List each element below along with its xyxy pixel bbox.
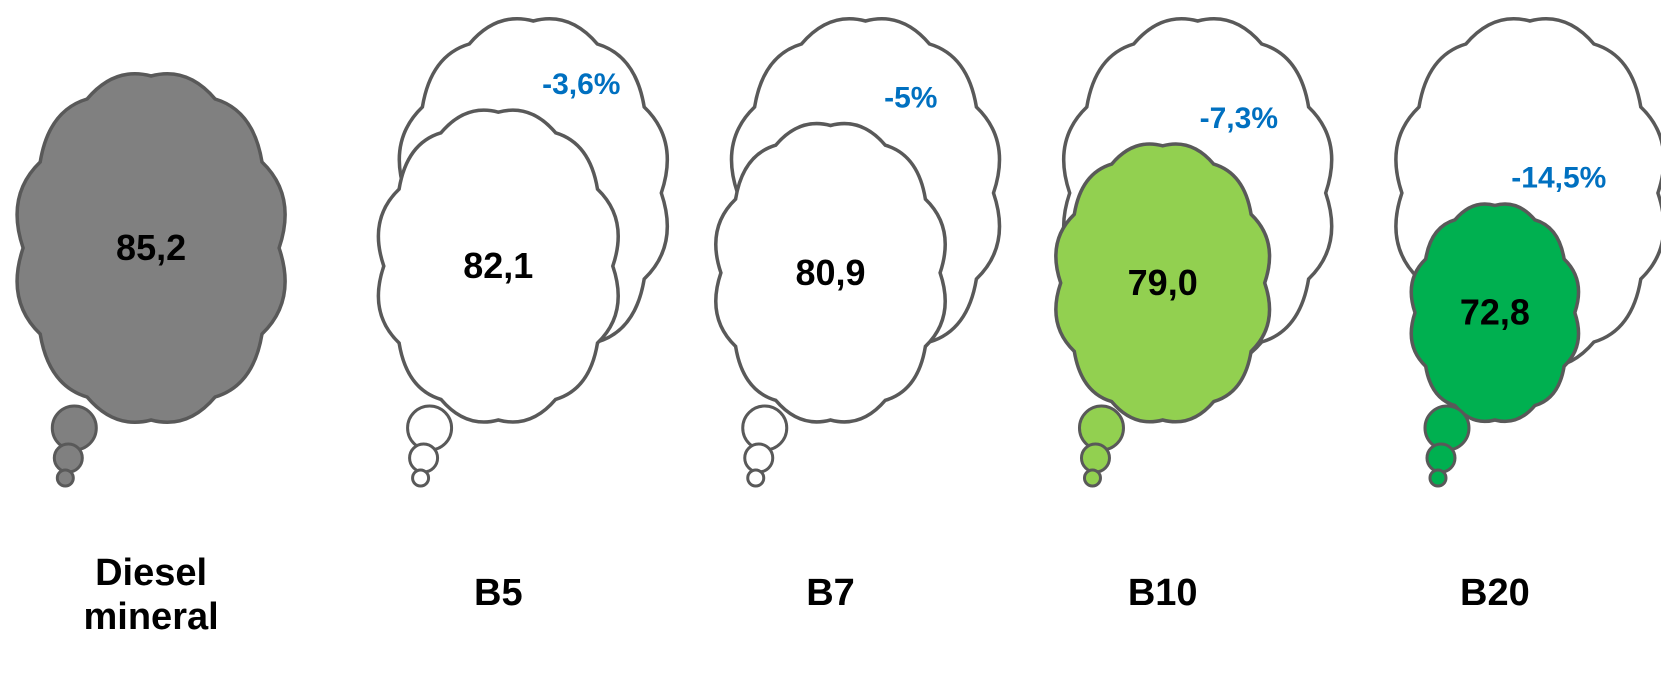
thought-bubble-tail (746, 468, 766, 488)
value-label: 80,9 (795, 252, 865, 293)
category-label: Diesel mineral (84, 552, 219, 638)
thought-bubble-tail (408, 442, 440, 474)
thought-bubble-tail (1425, 442, 1457, 474)
thought-bubble-tail (1077, 404, 1125, 452)
category-label: B20 (1460, 572, 1530, 614)
value-cloud (15, 72, 287, 424)
cloud-group-b10: 79,0 -7,3% B10 (1054, 17, 1334, 614)
value-cloud (1409, 202, 1581, 424)
thought-bubble-tail (55, 468, 75, 488)
thought-bubble-tail (411, 468, 431, 488)
reduction-label: -7,3% (1200, 102, 1278, 135)
thought-bubble-tail (1423, 404, 1471, 452)
value-cloud (1054, 142, 1272, 424)
cloud-group-b20: 72,8 -14,5% B20 (1394, 17, 1661, 614)
category-label: B7 (806, 572, 855, 614)
reduction-label: -14,5% (1511, 161, 1606, 194)
category-label: B10 (1128, 572, 1198, 614)
thought-bubble-tail (1428, 468, 1448, 488)
thought-bubble-tail (743, 442, 775, 474)
thought-bubble-tail (1082, 468, 1102, 488)
cloud-group-b7: 80,9 -5% B7 (714, 17, 1002, 614)
reduction-label: -3,6% (542, 68, 620, 101)
value-cloud (714, 121, 947, 424)
cloud-group-b5: 82,1 -3,6% B5 (376, 17, 669, 614)
thought-bubble-tail (50, 404, 98, 452)
thought-bubble-tail (406, 404, 454, 452)
value-label: 85,2 (116, 227, 186, 268)
value-label: 79,0 (1128, 262, 1198, 303)
reduction-label: -5% (884, 82, 937, 115)
value-cloud (376, 108, 620, 424)
thought-bubble-tail (52, 442, 84, 474)
value-label: 82,1 (463, 245, 533, 286)
value-label: 72,8 (1460, 292, 1530, 333)
thought-bubble-tail (741, 404, 789, 452)
cloud-group-diesel-mineral: 85,2 Diesel mineral (15, 72, 287, 638)
thought-bubble-tail (1079, 442, 1111, 474)
category-label: B5 (474, 572, 523, 614)
